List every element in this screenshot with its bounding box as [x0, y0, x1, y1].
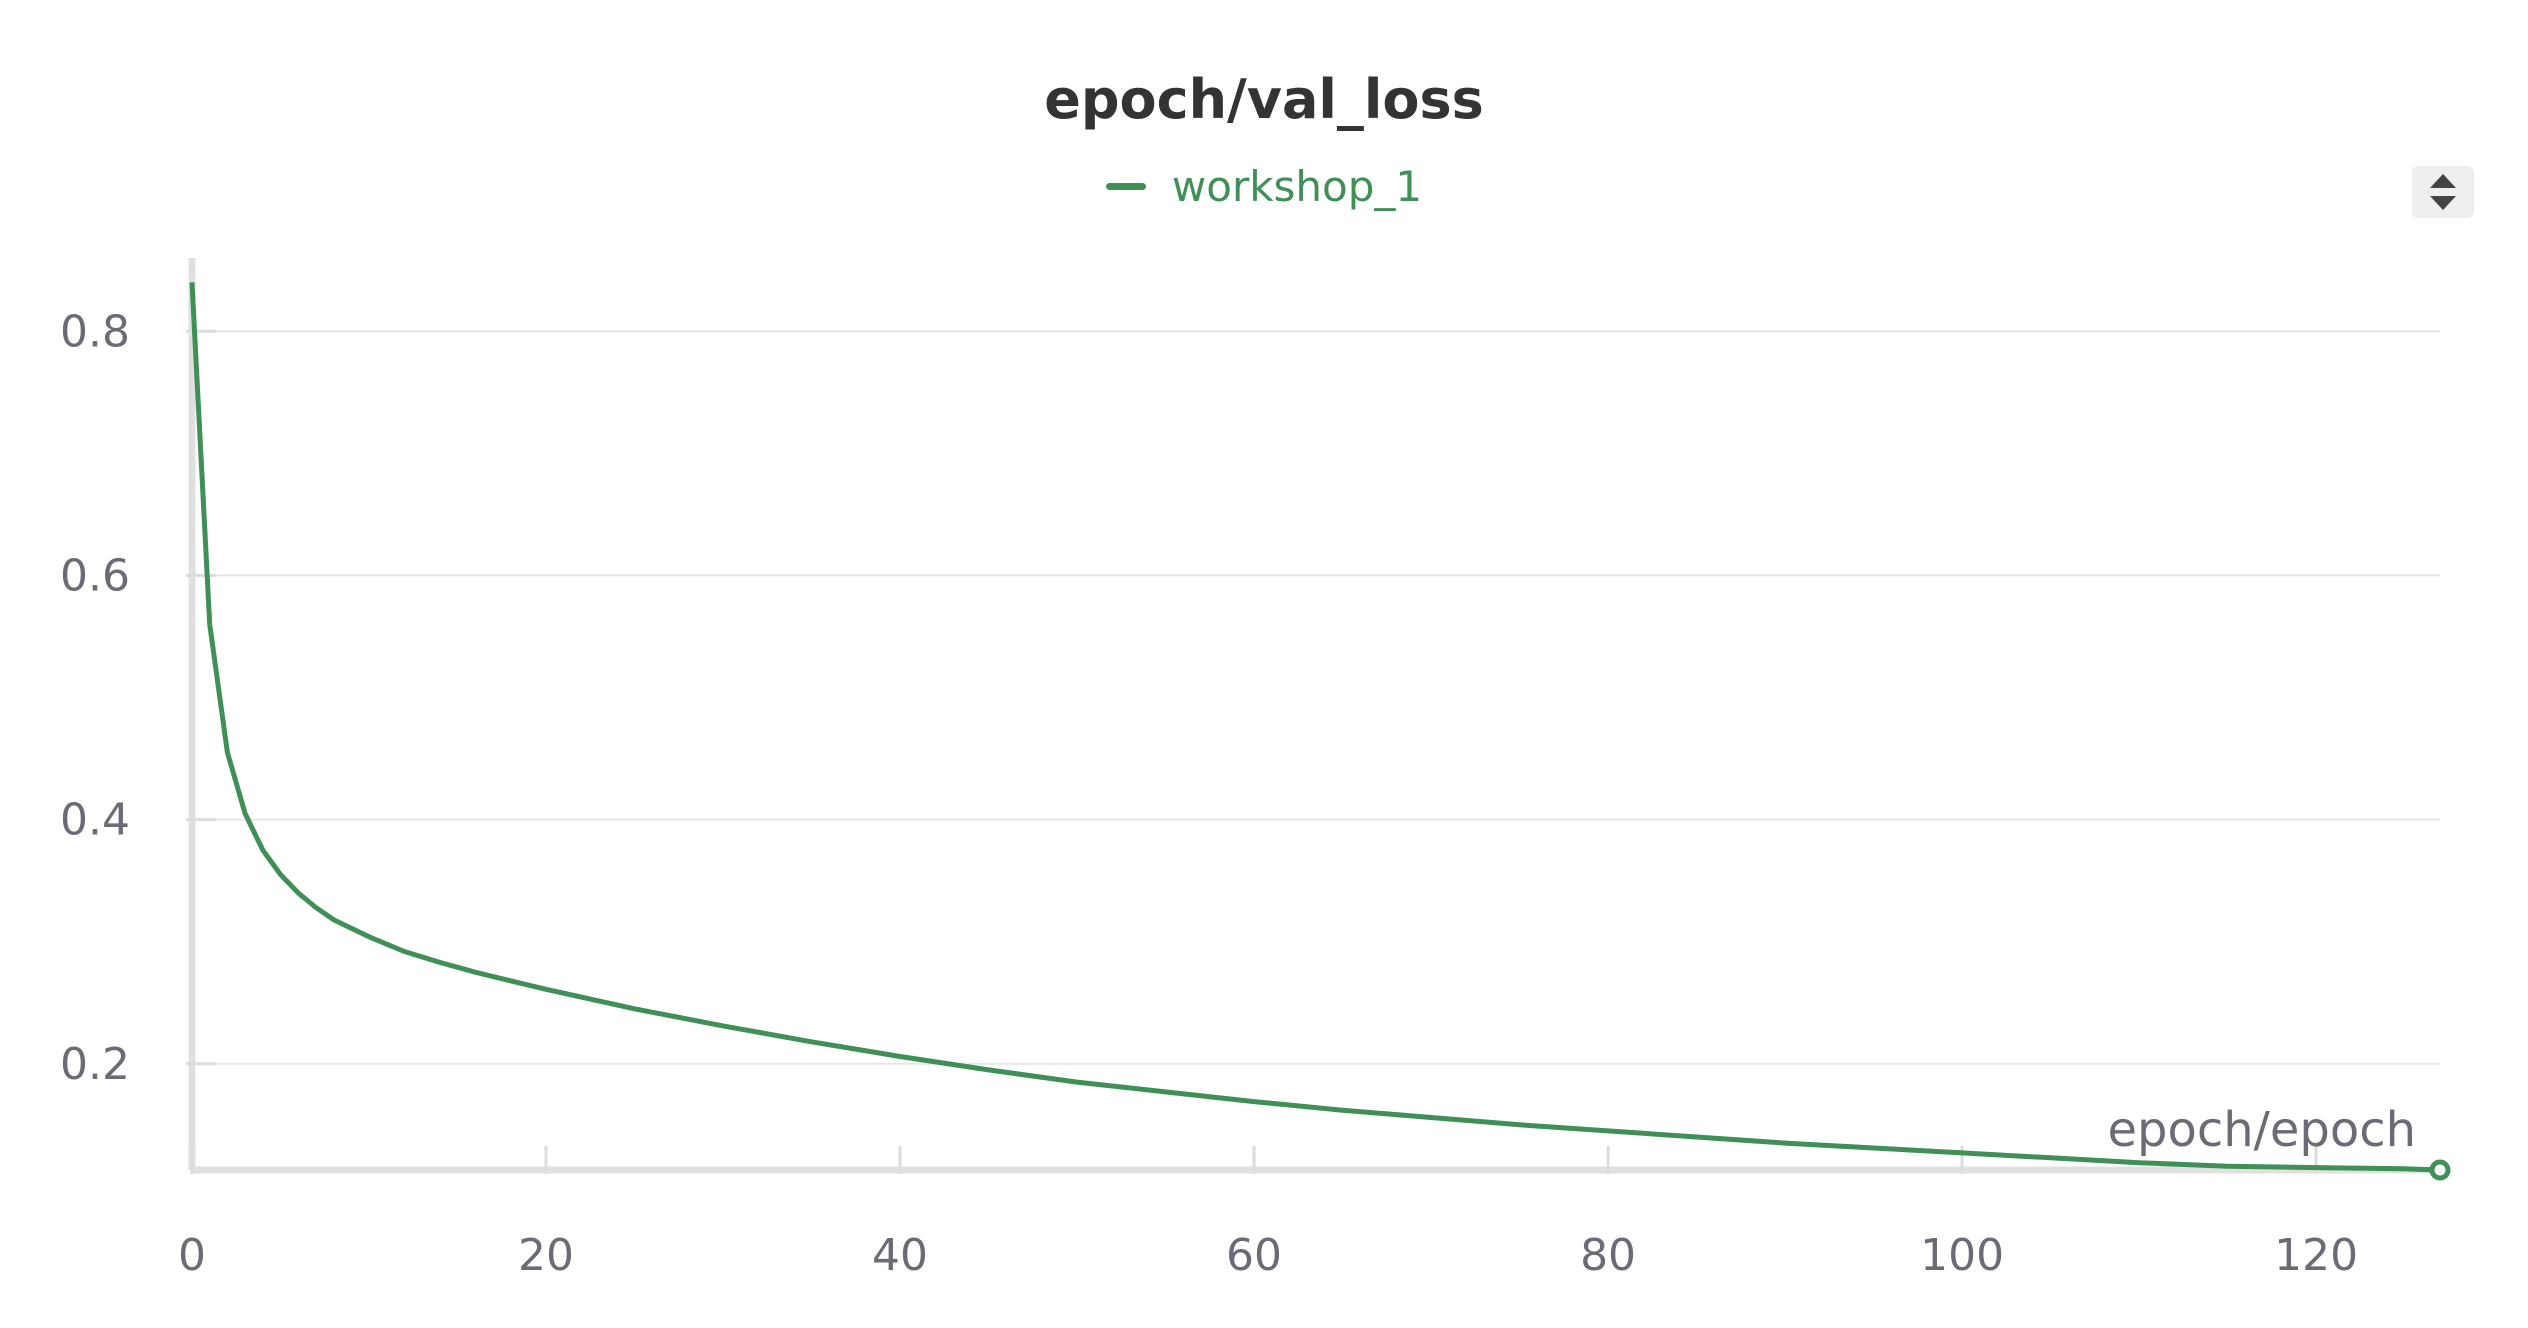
- y-tick-label: 0.6: [60, 550, 130, 601]
- x-tick-label: 120: [2274, 1230, 2358, 1281]
- series-end-point[interactable]: [2429, 1159, 2451, 1181]
- y-tick-label: 0.2: [60, 1039, 130, 1090]
- y-axis-ticks: 0.2 0.4 0.6 0.8: [60, 306, 216, 1090]
- x-tick-label: 80: [1580, 1230, 1636, 1281]
- legend-swatch: [1105, 183, 1146, 190]
- legend-label: workshop_1: [1171, 162, 1423, 211]
- y-tick-label: 0.8: [60, 306, 130, 357]
- x-axis-label: epoch/epoch: [2107, 1102, 2416, 1158]
- chart-title: epoch/val_loss: [1044, 68, 1484, 131]
- panel-menu-button[interactable]: [2412, 166, 2474, 218]
- grid-lines: [192, 330, 2440, 1065]
- legend[interactable]: workshop_1: [0, 162, 2528, 211]
- x-axis-ticks: 0 20 40 60 80 100 120: [178, 1146, 2358, 1281]
- series-line-workshop_1[interactable]: [189, 282, 2441, 1173]
- x-tick-label: 60: [1226, 1230, 1282, 1281]
- x-tick-label: 0: [178, 1230, 206, 1281]
- sort-arrows-icon: [2430, 174, 2456, 210]
- x-tick-label: 40: [872, 1230, 928, 1281]
- axes: [188, 258, 2440, 1174]
- y-tick-label: 0.4: [60, 795, 130, 846]
- x-tick-label: 20: [518, 1230, 574, 1281]
- x-tick-label: 100: [1920, 1230, 2004, 1281]
- series-layer: [189, 282, 2451, 1181]
